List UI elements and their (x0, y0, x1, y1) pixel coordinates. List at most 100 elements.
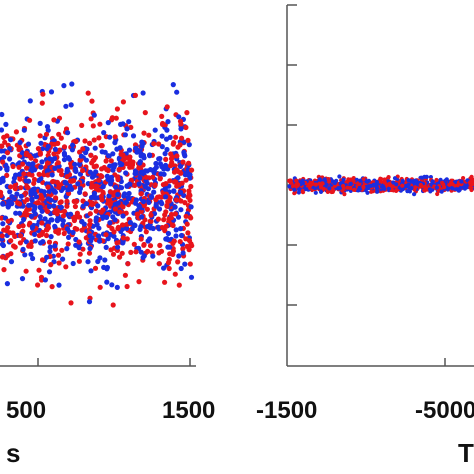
scatter-point (422, 184, 428, 190)
scatter-point (39, 231, 45, 238)
scatter-point (79, 122, 85, 128)
scatter-point (8, 238, 14, 244)
scatter-point (96, 233, 102, 239)
scatter-point (93, 215, 99, 221)
scatter-point (324, 182, 329, 187)
scatter-point (126, 119, 132, 125)
scatter-point (146, 199, 152, 205)
scatter-point (133, 145, 139, 151)
scatter-point (120, 235, 126, 241)
scatter-point (82, 138, 88, 144)
scatter-point (75, 181, 81, 187)
scatter-point (83, 157, 89, 163)
scatter-point (114, 284, 120, 290)
scatter-point (120, 240, 126, 246)
scatter-point (44, 254, 50, 260)
scatter-point (82, 191, 88, 197)
scatter-point (112, 217, 118, 223)
scatter-point (61, 144, 68, 150)
scatter-point (38, 240, 44, 246)
scatter-point (30, 161, 36, 167)
scatter-point (44, 160, 51, 166)
scatter-point (121, 193, 127, 199)
scatter-point (44, 208, 51, 214)
scatter-point (49, 284, 55, 290)
scatter-point (25, 141, 32, 147)
scatter-point (345, 185, 350, 190)
scatter-point (96, 238, 103, 244)
scatter-point (92, 265, 99, 271)
scatter-point (297, 187, 302, 192)
scatter-point (300, 181, 306, 186)
scatter-point (64, 174, 70, 180)
scatter-point (171, 179, 178, 185)
scatter-point (166, 265, 172, 272)
scatter-point (44, 227, 50, 233)
left-scatter-panel: 500 1500 s (0, 81, 215, 468)
scatter-point (76, 258, 82, 264)
scatter-point (140, 90, 146, 96)
scatter-point (313, 182, 318, 187)
scatter-point (184, 221, 190, 227)
scatter-point (7, 189, 13, 195)
scatter-point (61, 208, 68, 214)
scatter-point (69, 147, 75, 153)
right-x-axis-label: T (458, 438, 474, 468)
scatter-point (87, 222, 93, 228)
scatter-point (156, 141, 162, 147)
scatter-point (89, 180, 95, 186)
scatter-point (9, 194, 15, 200)
scatter-point (102, 149, 108, 155)
scatter-point (110, 302, 116, 308)
scatter-point (147, 152, 153, 158)
scatter-point (120, 99, 126, 105)
scatter-point (66, 190, 72, 196)
scatter-point (61, 157, 67, 163)
scatter-point (103, 244, 109, 250)
scatter-point (394, 182, 399, 187)
scatter-point (351, 176, 356, 181)
scatter-point (91, 173, 97, 179)
scatter-point (131, 241, 137, 247)
scatter-point (16, 201, 23, 207)
scatter-point (107, 134, 113, 140)
scatter-point (65, 130, 71, 136)
scatter-point (104, 279, 110, 285)
scatter-point (422, 188, 427, 193)
scatter-point (126, 190, 132, 197)
scatter-point (101, 264, 107, 270)
scatter-point (4, 165, 10, 171)
scatter-point (406, 182, 411, 187)
scatter-point (72, 161, 78, 167)
scatter-point (39, 257, 46, 263)
scatter-point (29, 224, 36, 230)
scatter-point (133, 249, 139, 255)
scatter-point (56, 282, 62, 288)
scatter-point (23, 268, 29, 274)
scatter-point (67, 183, 73, 189)
scatter-point (87, 140, 93, 146)
scatter-point (178, 126, 184, 132)
scatter-point (116, 166, 122, 173)
scatter-point (77, 214, 83, 220)
scatter-point (42, 277, 49, 283)
scatter-point (99, 197, 105, 203)
scatter-point (76, 239, 82, 245)
scatter-point (61, 230, 67, 237)
scatter-point (105, 236, 111, 242)
scatter-point (141, 198, 147, 205)
scatter-point (136, 203, 142, 209)
scatter-point (56, 131, 62, 137)
scatter-point (290, 184, 296, 189)
scatter-point (174, 167, 180, 173)
scatter-point (101, 130, 107, 136)
scatter-point (138, 191, 144, 197)
scatter-point (80, 167, 86, 174)
scatter-point (321, 186, 326, 191)
scatter-point (17, 210, 23, 216)
scatter-point (341, 177, 346, 182)
scatter-point (110, 167, 116, 173)
scatter-point (310, 180, 315, 185)
scatter-point (166, 256, 172, 263)
scatter-point (158, 199, 164, 205)
